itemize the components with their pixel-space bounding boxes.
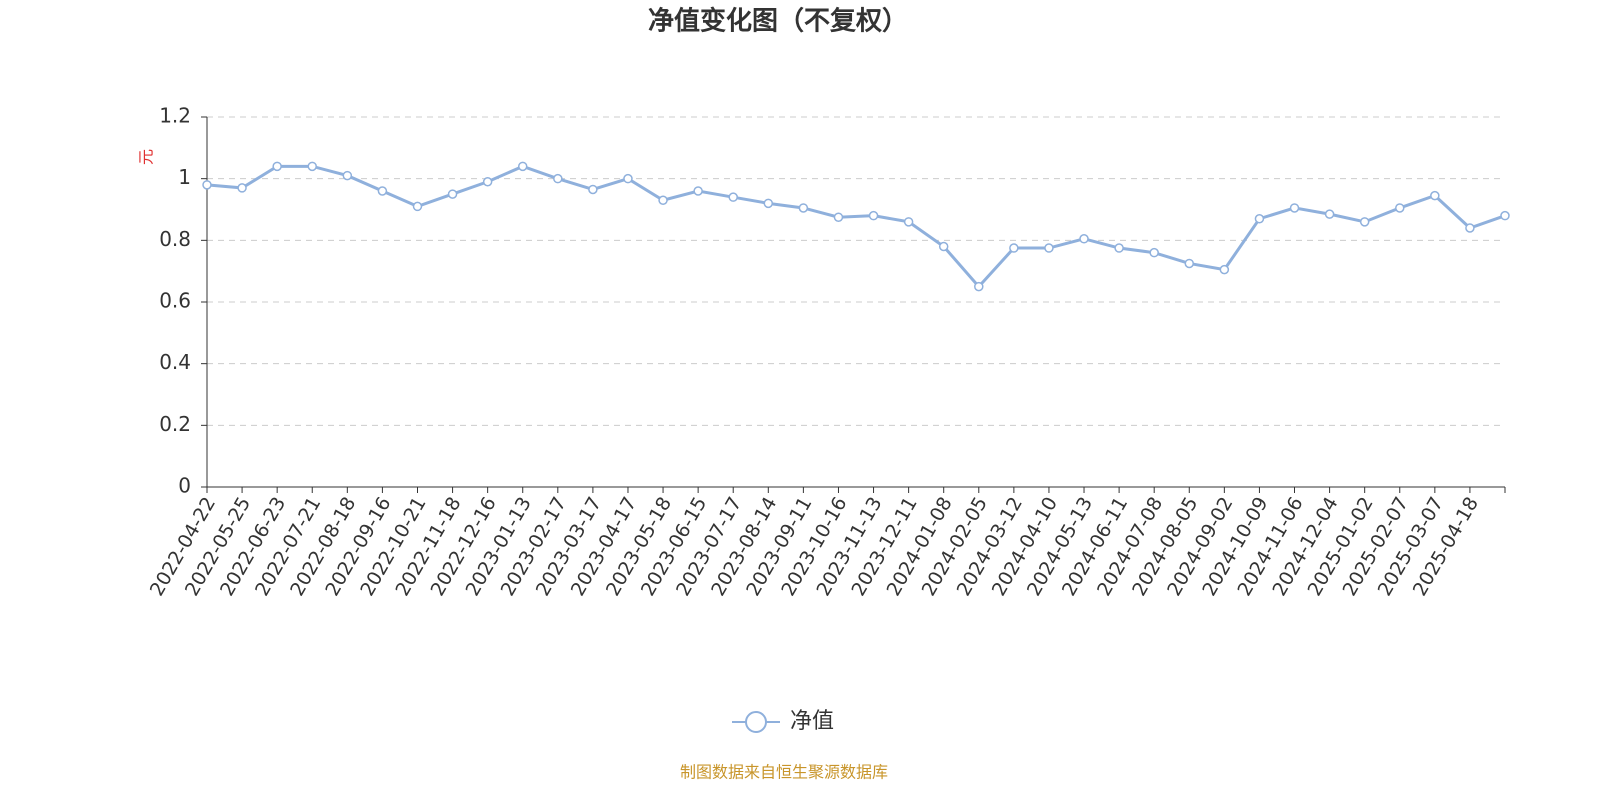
source-note: 制图数据来自恒生聚源数据库 <box>680 763 888 782</box>
point-marker <box>517 161 528 172</box>
point-marker <box>1009 243 1019 253</box>
point-marker <box>1079 234 1089 244</box>
point-marker <box>1395 203 1405 213</box>
point-marker <box>763 198 774 209</box>
point-marker <box>693 186 703 196</box>
point-marker <box>272 161 282 172</box>
point-marker <box>1254 214 1265 224</box>
point-marker <box>1289 203 1300 213</box>
point-marker <box>1324 209 1335 219</box>
point-marker <box>798 203 809 213</box>
point-marker <box>1044 243 1054 253</box>
y-tick-label: 0.2 <box>159 412 191 436</box>
point-marker <box>974 281 984 292</box>
point-marker <box>868 210 879 221</box>
legend-label: 净值 <box>790 709 834 734</box>
point-marker <box>342 170 353 181</box>
series-line <box>206 164 1506 289</box>
y-tick-label: 1 <box>178 165 191 189</box>
point-marker <box>377 186 388 196</box>
point-marker <box>1184 258 1195 269</box>
point-marker <box>307 161 317 172</box>
legend-marker <box>745 711 767 733</box>
chart-title: 净值变化图（不复权） <box>648 6 908 37</box>
point-marker <box>447 189 458 199</box>
point-marker <box>938 241 949 252</box>
y-tick-label: 0.8 <box>159 227 191 251</box>
point-marker <box>1114 243 1124 253</box>
y-tick-label: 0.6 <box>159 289 191 313</box>
point-marker <box>1359 217 1370 227</box>
point-marker <box>728 192 738 202</box>
point-marker <box>1465 223 1475 233</box>
point-marker <box>1219 264 1230 275</box>
point-marker <box>237 183 247 193</box>
y-tick-label: 0.4 <box>159 350 191 374</box>
point-marker <box>623 173 633 184</box>
y-axis-label: 元 <box>137 149 156 165</box>
point-marker <box>903 217 914 227</box>
point-marker <box>553 173 563 184</box>
point-marker <box>482 177 493 187</box>
point-marker <box>1500 210 1510 221</box>
point-marker <box>658 195 668 205</box>
point-marker <box>1149 247 1159 258</box>
point-marker <box>202 180 212 190</box>
point-marker <box>1430 190 1440 201</box>
y-tick-label: 0 <box>178 474 191 498</box>
y-tick-label: 1.2 <box>159 104 191 128</box>
point-marker <box>833 212 844 222</box>
point-marker <box>412 201 423 212</box>
point-marker <box>588 184 598 195</box>
